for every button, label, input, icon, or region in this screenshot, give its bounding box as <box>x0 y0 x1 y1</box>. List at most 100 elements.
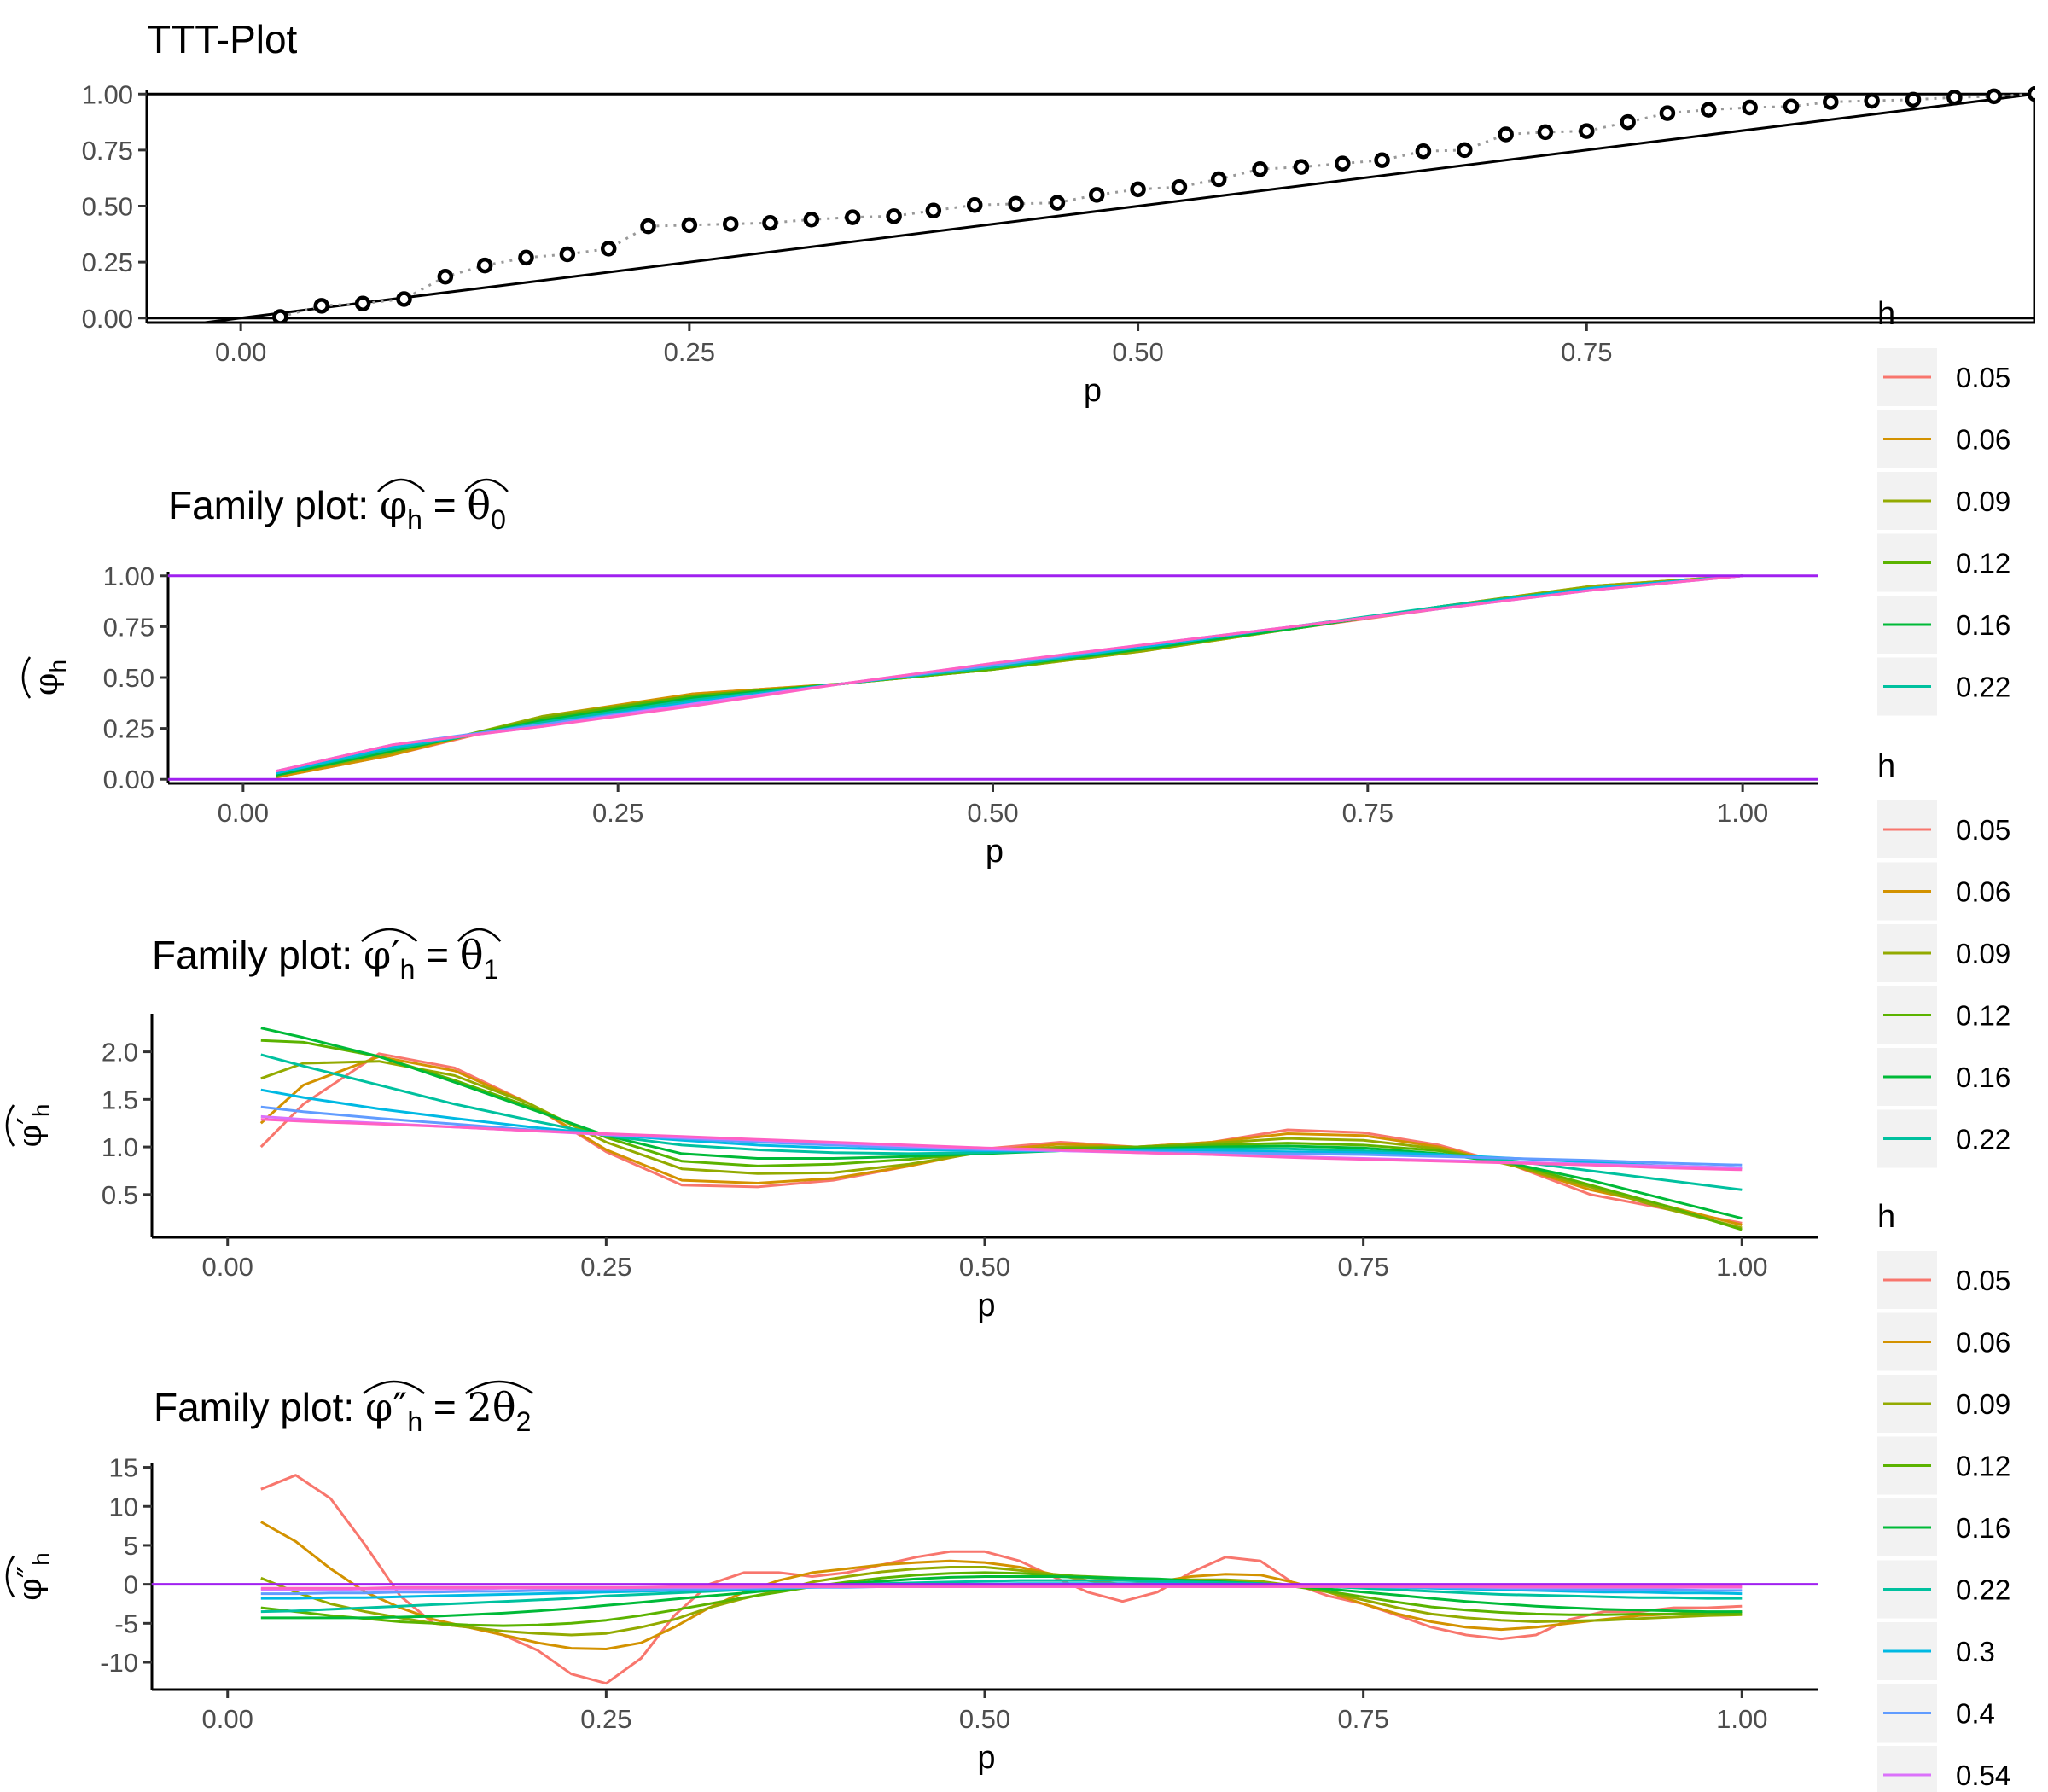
dphi-family-plot-panel: Family plot: φ′h = θ10.00 0.25 0.50 0.75 1.0… <box>5 928 1818 1324</box>
ttt-point <box>722 216 739 232</box>
dphi-y-axis-label-sub: h <box>28 1104 55 1118</box>
legend-1-label: 0.06 <box>1956 876 2010 908</box>
ttt-point <box>925 202 942 218</box>
ttt-x-tick-label: 0.25 <box>664 337 715 367</box>
phi-title-rhs-hat <box>464 478 509 492</box>
dphi-x-axis-label: p <box>977 1288 995 1324</box>
ttt-point <box>1701 102 1717 118</box>
legend-0-title: h <box>1877 296 1895 332</box>
legend-0-label: 0.12 <box>1956 548 2010 579</box>
ddphi-x-tick-label: 0.00 <box>202 1704 253 1734</box>
legend-0-label: 0.05 <box>1956 362 2010 393</box>
legend-2-label: 0.06 <box>1956 1327 2010 1359</box>
ddphi-y-axis-label: φ″h <box>11 1552 55 1600</box>
phi-y-axis-label: φh <box>27 660 71 695</box>
phi-y-tick-label: 0.75 <box>103 612 154 642</box>
phi-x-tick-label: 1.00 <box>1717 798 1768 828</box>
ttt-point <box>1659 105 1676 121</box>
ttt-point <box>762 214 778 231</box>
ttt-y-tick-label: 0.00 <box>82 304 133 334</box>
dphi-y-axis-label-symbol: φ′ <box>11 1117 49 1147</box>
dphi-y-tick-label: 1.5 <box>102 1085 138 1114</box>
ttt-point <box>803 212 820 228</box>
ddphi-title-prefix: Family plot: <box>154 1385 365 1429</box>
ddphi-y-tick-label: 5 <box>124 1531 138 1561</box>
ddphi-series-line-h-0_16 <box>260 1575 1743 1620</box>
phi-y-axis-label-hat <box>21 656 32 699</box>
phi-series-line-h-0_16 <box>276 574 1743 777</box>
ttt-point <box>1864 92 1880 109</box>
ttt-plot-panel: TTT-Plot 0.00 0.25 0.50 0.75 0.00 0.25 0.50 0.75… <box>82 17 2035 409</box>
ttt-point <box>1008 195 1024 212</box>
legend-2-label: 0.12 <box>1956 1451 2010 1482</box>
dphi-series-line-h-0_12 <box>260 1039 1743 1231</box>
ddphi-series-line-h-0_05 <box>260 1474 1743 1685</box>
dphi-title-prefix: Family plot: <box>152 933 364 977</box>
ddphi-y-tick-label: -5 <box>114 1609 138 1638</box>
phi-y-tick-label: 0.25 <box>103 714 154 744</box>
legend-0-label: 0.22 <box>1956 672 2010 703</box>
ttt-diagonal-line <box>194 92 2035 323</box>
phi-y-axis-label-sub: h <box>44 660 71 673</box>
ddphi-y-axis-label-hat <box>5 1555 15 1598</box>
ttt-point <box>1374 152 1390 168</box>
ddphi-series-line-h-0_22 <box>260 1579 1743 1614</box>
ttt-point <box>476 257 493 274</box>
legend-1-title: h <box>1877 748 1895 784</box>
phi-series-line-h-0_12 <box>276 574 1743 777</box>
phi-series-line-h-0_09 <box>276 574 1743 777</box>
phi-x-tick-label: 0.25 <box>592 798 643 828</box>
ttt-point <box>886 208 902 224</box>
dphi-title-eq: = <box>415 933 459 977</box>
ttt-point <box>1335 155 1351 172</box>
ttt-title: TTT-Plot <box>147 17 298 61</box>
legend-2-label: 0.09 <box>1956 1388 2010 1420</box>
ddphi-series-line-h-0_06 <box>260 1521 1743 1650</box>
ttt-point <box>600 241 617 257</box>
dphi-series-line-h-0_4 <box>260 1105 1743 1167</box>
legend-2-key-bg <box>1877 1746 1937 1792</box>
ttt-point <box>1293 159 1310 175</box>
legend-0-label: 0.09 <box>1956 486 2010 517</box>
dphi-x-tick-label: 0.25 <box>580 1252 631 1282</box>
legend-1-label: 0.09 <box>1956 938 2010 969</box>
legend-2-label: 0.16 <box>1956 1512 2010 1544</box>
legend-1-label: 0.12 <box>1956 1000 2010 1032</box>
ttt-point <box>1210 171 1227 188</box>
legend-1-label: 0.22 <box>1956 1124 2010 1155</box>
ttt-point <box>1783 98 1800 114</box>
ddphi-series-line-h-0_12 <box>260 1571 1743 1627</box>
legend-2-label: 0.54 <box>1956 1760 2010 1791</box>
ttt-point <box>1088 187 1105 203</box>
ttt-point <box>1130 181 1146 198</box>
phi-x-axis-label: p <box>986 834 1004 870</box>
ddphi-series-line-h-0_09 <box>260 1566 1743 1637</box>
ttt-point <box>1252 160 1268 177</box>
ddphi-y-tick-label: 0 <box>124 1570 138 1600</box>
h-legends: h 0.05 0.06 0.09 0.12 0.16 0.22 h 0.05 0.06 0.09 0.… <box>1877 296 2010 1792</box>
legend-0-label: 0.06 <box>1956 424 2010 456</box>
phi-x-tick-label: 0.00 <box>218 798 269 828</box>
ddphi-series-line-h-0_73 <box>260 1585 1743 1590</box>
dphi-x-tick-label: 0.00 <box>202 1252 253 1282</box>
phi-series-line-h-0_54 <box>276 574 1743 773</box>
ttt-y-tick-label: 0.25 <box>82 247 133 277</box>
ttt-plot-area <box>147 86 2035 323</box>
legend-0-label: 0.16 <box>1956 609 2010 641</box>
ttt-point <box>437 268 454 285</box>
phi-x-tick-label: 0.75 <box>1342 798 1393 828</box>
ttt-point <box>1049 195 1066 211</box>
ddphi-y-tick-label: 15 <box>109 1453 138 1483</box>
dphi-y-tick-label: 0.5 <box>102 1180 138 1210</box>
ttt-point <box>1415 143 1432 160</box>
dphi-series-line-h-0_73 <box>260 1118 1743 1172</box>
dphi-y-axis-label-hat <box>5 1104 15 1147</box>
ttt-point <box>640 218 656 235</box>
phi-y-tick-label: 1.00 <box>103 561 154 591</box>
dphi-y-tick-label: 2.0 <box>102 1038 138 1068</box>
ddphi-title: Family plot: φ″h = 2θ2 <box>154 1384 531 1437</box>
ddphi-y-axis-label-symbol: φ″ <box>11 1566 49 1601</box>
ttt-point <box>1579 123 1595 139</box>
ddphi-x-axis-label: p <box>977 1740 995 1776</box>
